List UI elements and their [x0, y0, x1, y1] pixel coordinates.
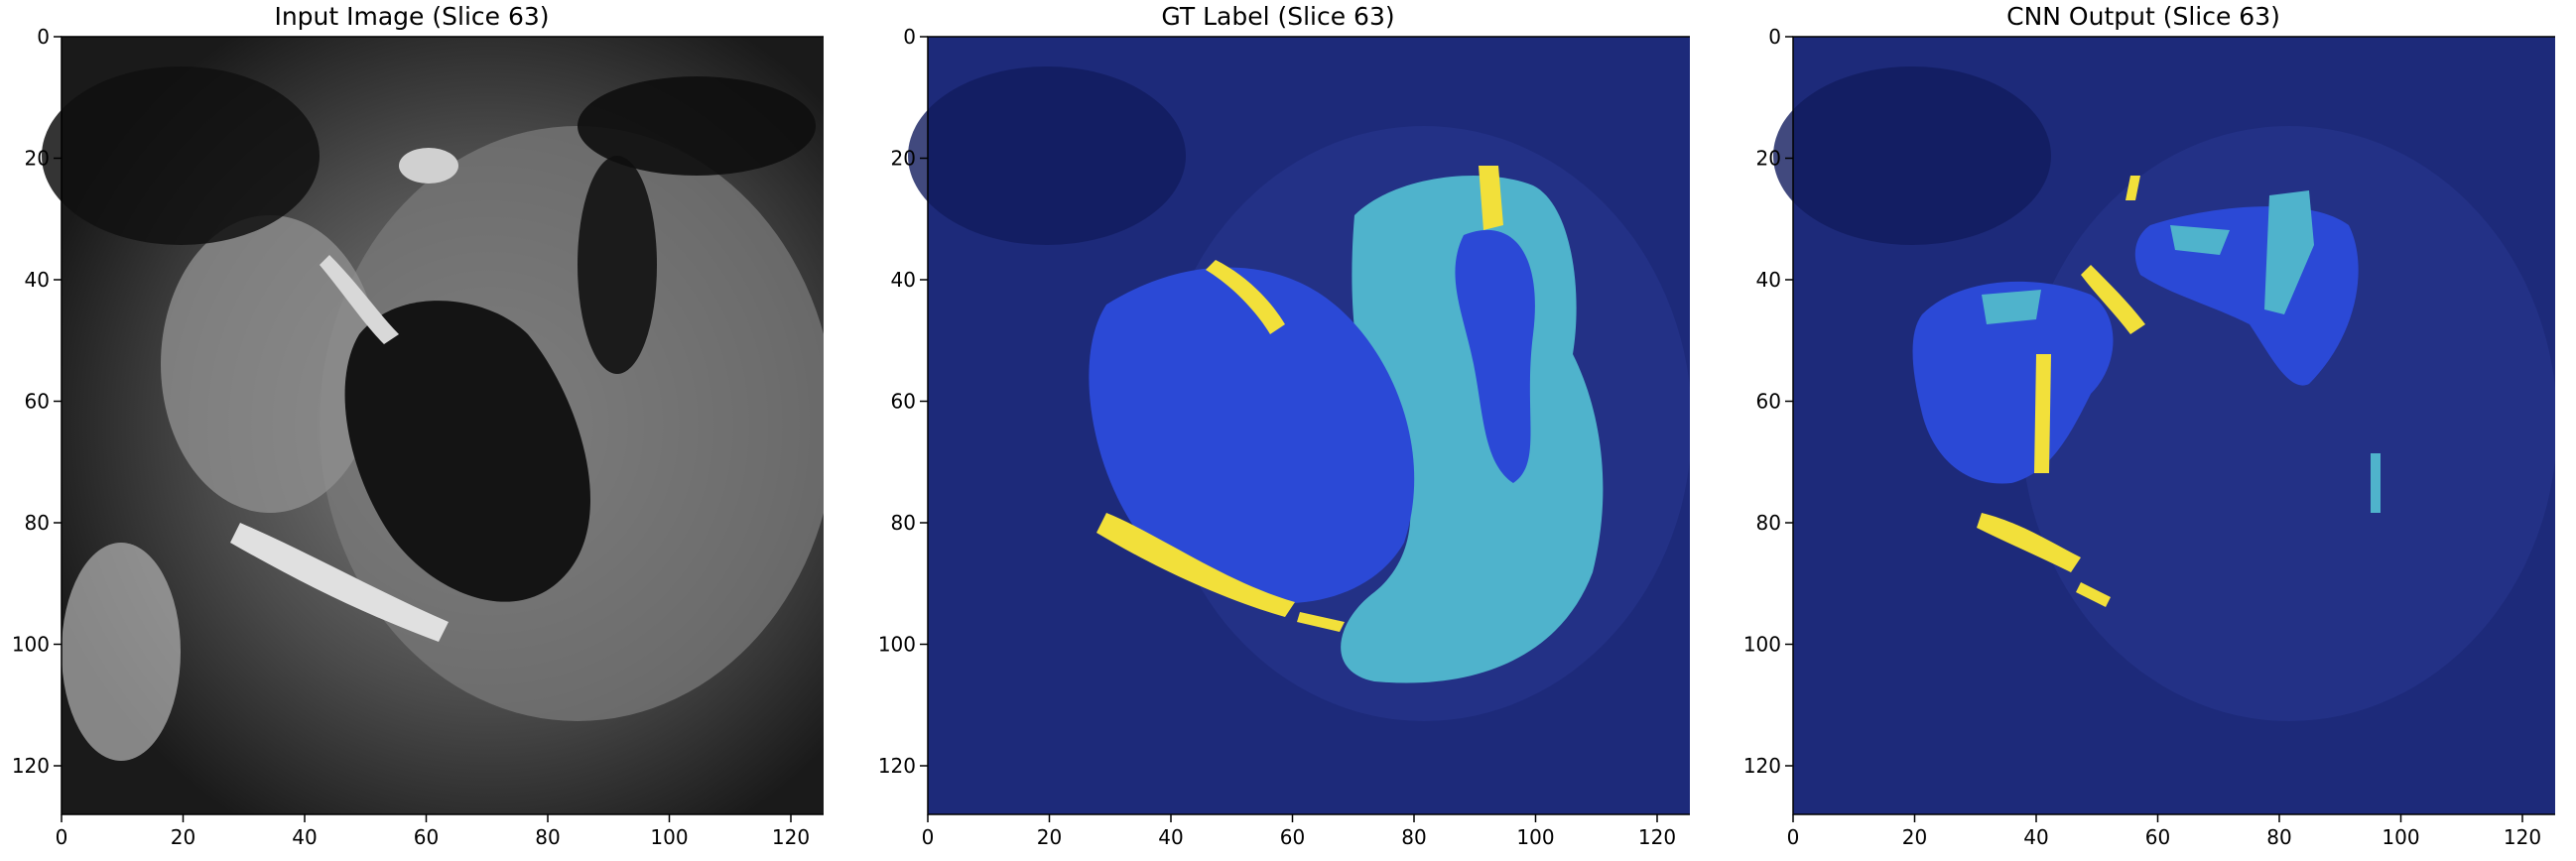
label-blue-region — [1089, 267, 1415, 604]
label-yellow-region — [1206, 260, 1285, 334]
x-tick-label: 80 — [1401, 825, 1426, 849]
y-tick-label: 100 — [12, 633, 50, 657]
y-tick-label: 120 — [878, 754, 916, 778]
dark-lumen — [578, 156, 657, 374]
dark-region — [578, 76, 816, 176]
label-yellow-region — [1297, 612, 1345, 632]
y-tick-label: 20 — [25, 147, 50, 171]
y-tick-label: 40 — [891, 268, 916, 292]
panel-title: GT Label (Slice 63) — [1161, 2, 1395, 31]
x-tick-label: 120 — [772, 825, 810, 849]
x-tick-label: 120 — [1638, 825, 1676, 849]
y-tick-label: 0 — [37, 25, 50, 49]
y-tick-label: 40 — [25, 268, 50, 292]
label-yellow-region — [1096, 513, 1295, 617]
x-tick-label: 20 — [1902, 825, 1927, 849]
bright-region — [62, 543, 181, 761]
y-tick-label: 80 — [1756, 511, 1781, 535]
y-tick-label: 20 — [891, 147, 916, 171]
x-tick-label: 100 — [2382, 825, 2419, 849]
y-tick-label: 80 — [891, 511, 916, 535]
panel-cnn-output: CNN Output (Slice 63) 0 20 40 60 80 100 120 0 2… — [1732, 0, 2555, 861]
y-tick-label: 0 — [1768, 25, 1781, 49]
x-tick-label: 40 — [292, 825, 317, 849]
output-blue-region — [1912, 281, 2114, 484]
label-blue-inner — [1455, 229, 1535, 483]
y-tick-label: 120 — [1743, 754, 1781, 778]
bright-region — [161, 215, 379, 513]
x-axis: 0 20 40 60 80 100 120 — [56, 814, 810, 849]
dark-cavity — [344, 301, 590, 602]
output-yellow-region — [2081, 265, 2145, 334]
bright-spot — [399, 148, 458, 184]
y-tick-label: 60 — [891, 390, 916, 414]
dark-region — [42, 66, 320, 245]
panel-title: Input Image (Slice 63) — [274, 2, 550, 31]
y-axis: 0 20 40 60 80 100 120 — [12, 25, 62, 778]
x-tick-label: 60 — [1280, 825, 1305, 849]
output-yellow-region — [1977, 513, 2081, 572]
y-tick-label: 40 — [1756, 268, 1781, 292]
panel-input-image: Input Image (Slice 63) 0 20 40 60 80 100 120 — [0, 0, 824, 861]
y-tick-label: 0 — [903, 25, 916, 49]
y-tick-label: 120 — [12, 754, 50, 778]
bright-band — [320, 255, 399, 344]
x-tick-label: 60 — [2145, 825, 2170, 849]
x-tick-label: 0 — [1787, 825, 1800, 849]
output-cyan-region — [2264, 190, 2314, 314]
y-axis: 0 20 40 60 80 100 120 — [878, 25, 928, 778]
x-tick-label: 100 — [650, 825, 688, 849]
image-axes: 0 20 40 60 80 100 120 0 20 40 60 80 100 120 — [12, 25, 824, 849]
y-tick-label: 20 — [1756, 147, 1781, 171]
output-yellow-region — [2125, 176, 2140, 200]
bright-band — [230, 523, 449, 642]
x-axis: 0 20 40 60 80 100 120 — [1787, 814, 2541, 849]
x-tick-label: 20 — [171, 825, 195, 849]
output-cyan-region — [2371, 453, 2381, 513]
y-tick-label: 60 — [1756, 390, 1781, 414]
image-axes: 0 20 40 60 80 100 120 0 20 40 60 80 100 120 — [1743, 25, 2555, 849]
y-axis: 0 20 40 60 80 100 120 — [1743, 25, 1793, 778]
x-axis: 0 20 40 60 80 100 120 — [922, 814, 1676, 849]
y-tick-label: 100 — [1743, 633, 1781, 657]
x-tick-label: 80 — [2266, 825, 2291, 849]
output-cyan-region — [1982, 290, 2041, 324]
y-tick-label: 60 — [25, 390, 50, 414]
image-axes: 0 20 40 60 80 100 120 0 20 40 60 80 100 120 — [878, 25, 1690, 849]
output-yellow-region — [2034, 354, 2051, 473]
panel-title: CNN Output (Slice 63) — [2006, 2, 2280, 31]
output-cyan-region — [2170, 225, 2230, 255]
panel-gt-label: GT Label (Slice 63) 0 20 40 60 80 100 120 0 20 4… — [866, 0, 1690, 861]
x-tick-label: 120 — [2504, 825, 2541, 849]
x-tick-label: 80 — [535, 825, 560, 849]
x-tick-label: 40 — [1158, 825, 1183, 849]
label-cyan-region — [1341, 176, 1604, 683]
x-tick-label: 0 — [922, 825, 935, 849]
x-tick-label: 20 — [1037, 825, 1062, 849]
output-yellow-region — [2076, 582, 2111, 607]
y-tick-label: 80 — [25, 511, 50, 535]
y-tick-label: 100 — [878, 633, 916, 657]
x-tick-label: 0 — [56, 825, 68, 849]
x-tick-label: 40 — [2023, 825, 2048, 849]
x-tick-label: 60 — [414, 825, 439, 849]
label-yellow-region — [1479, 166, 1503, 230]
x-tick-label: 100 — [1516, 825, 1554, 849]
